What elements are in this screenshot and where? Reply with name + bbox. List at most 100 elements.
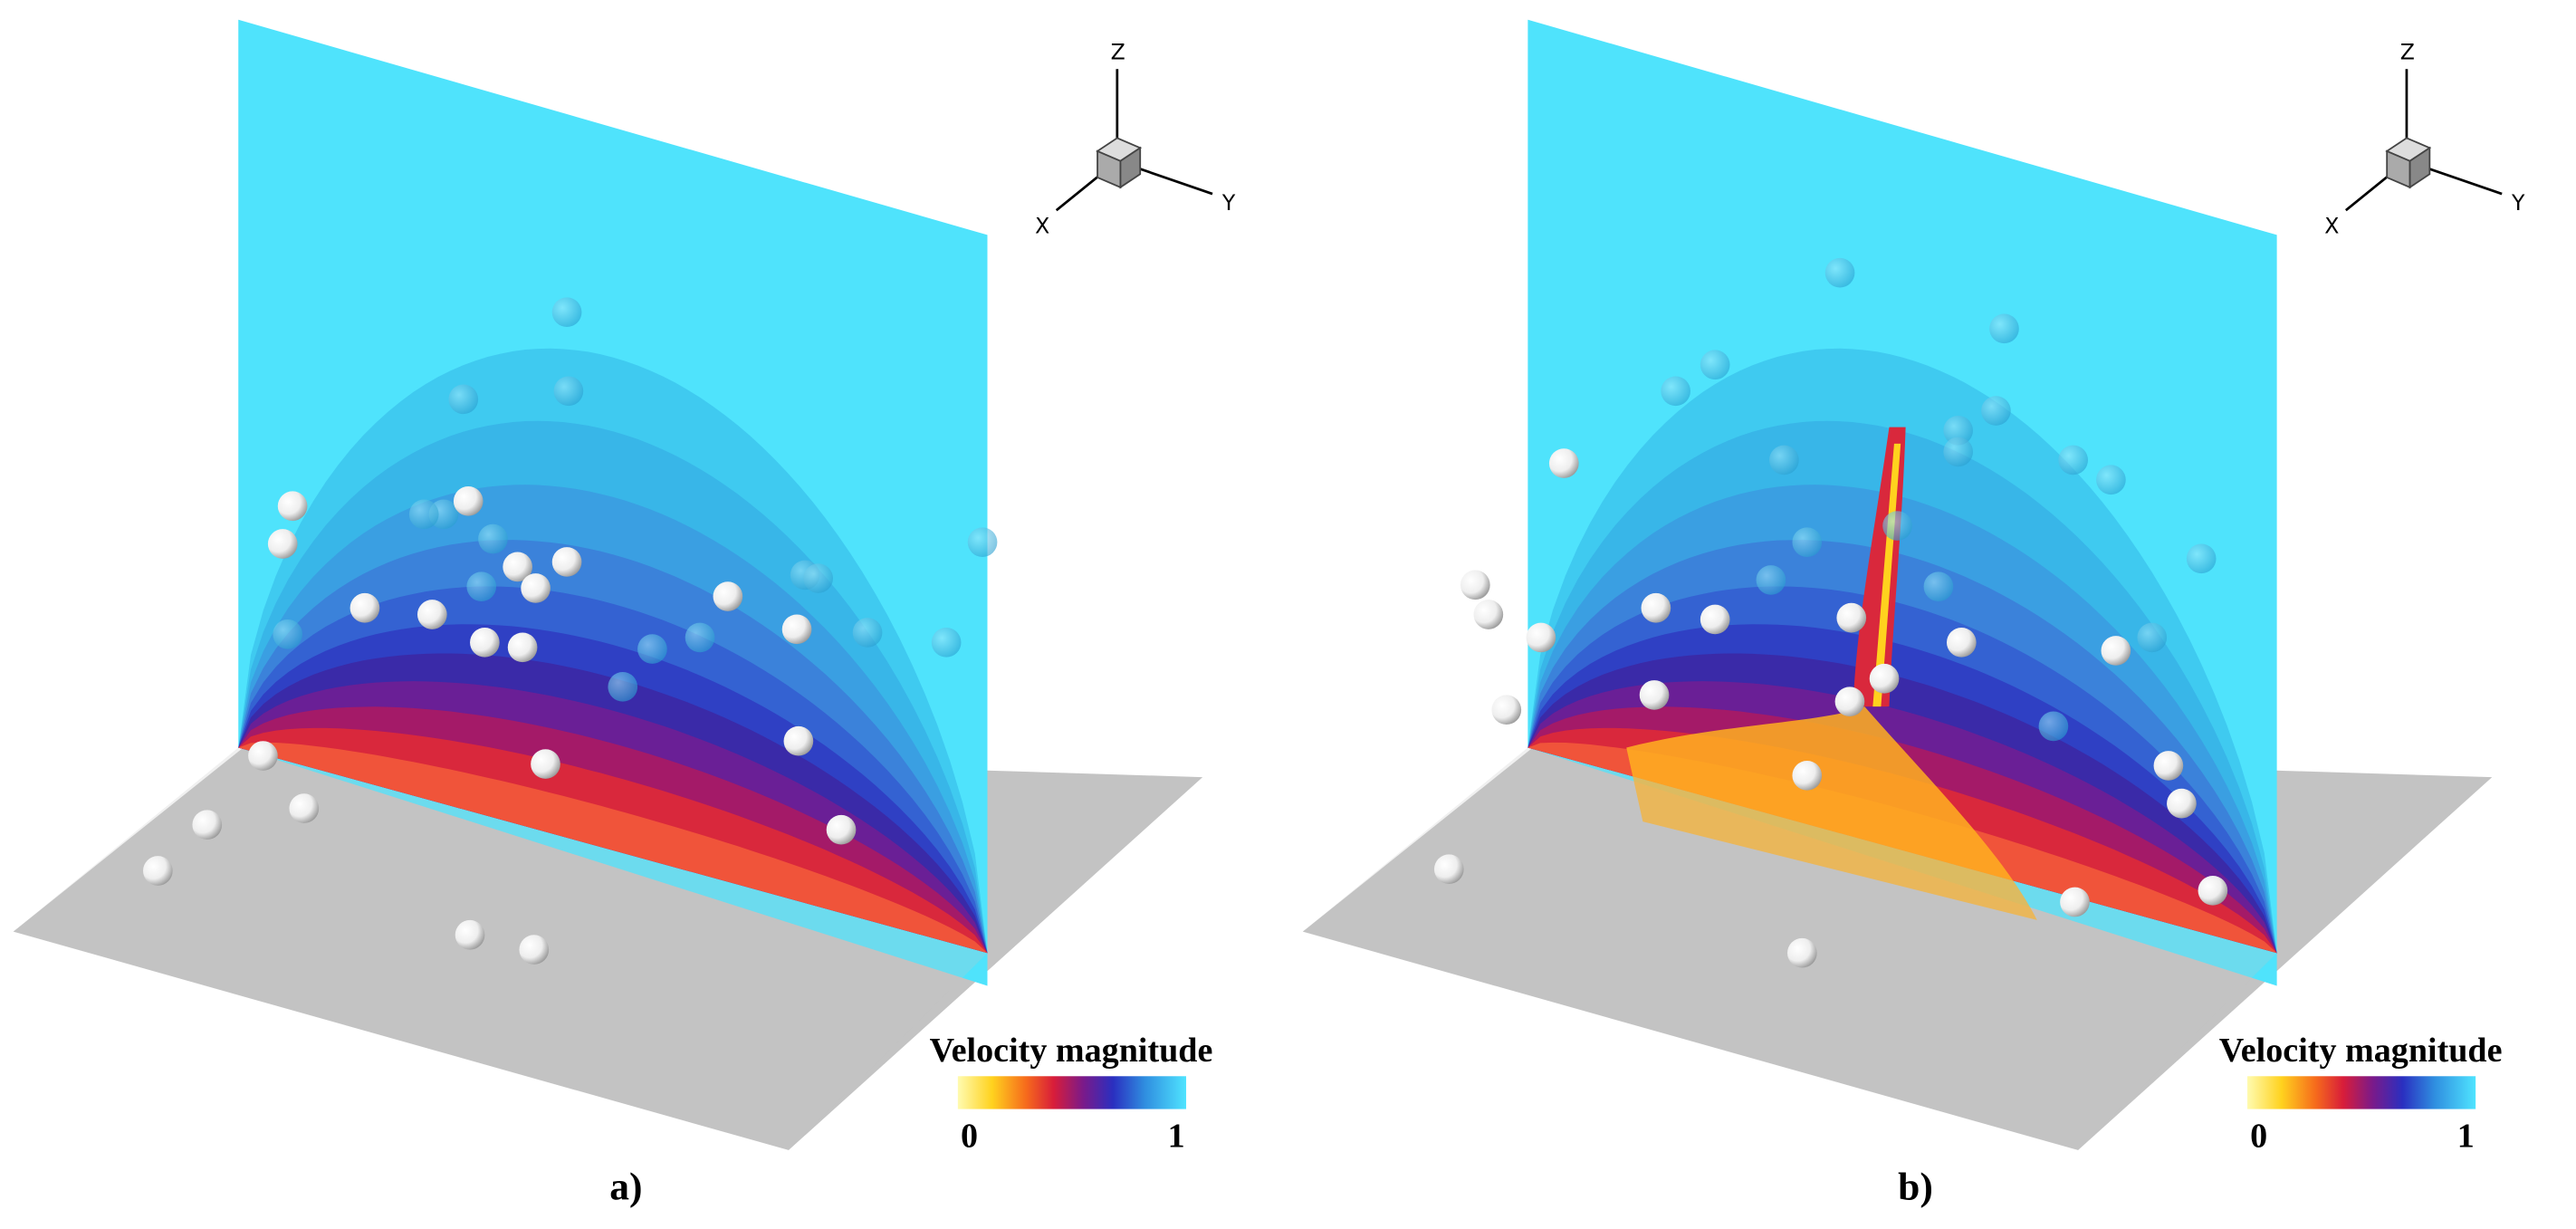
particle [2167, 788, 2197, 819]
particle-behind [1700, 350, 1730, 380]
particle [1460, 570, 1490, 600]
particle-behind [1923, 571, 1954, 601]
cube-right [2408, 146, 2431, 189]
particle-behind [967, 527, 998, 558]
particle [551, 547, 582, 577]
particle-behind [803, 563, 833, 593]
particle-behind [466, 571, 497, 601]
panels: Z Y X Velocity magnitude 0 1 a) Z Y X Velocity mag… [13, 19, 2525, 1208]
particle-behind [2186, 543, 2217, 574]
particle [267, 529, 298, 559]
colorbar-title: Velocity magnitude [2219, 1032, 2503, 1070]
colorbar-max: 1 [1168, 1117, 1185, 1155]
particle-behind [852, 618, 883, 648]
particle [1792, 760, 1823, 791]
particle-behind [1756, 565, 1786, 595]
axis-label-y: Y [2511, 190, 2525, 216]
particle-behind [2058, 445, 2089, 475]
particle [1700, 604, 1730, 635]
particle [503, 552, 532, 582]
particle-behind [448, 384, 479, 415]
particle-behind [931, 628, 962, 658]
particle [1834, 687, 1865, 716]
particle-behind [408, 499, 439, 530]
particle [783, 725, 814, 756]
particle [1787, 937, 1817, 968]
panel: Z Y X Velocity magnitude 0 1 a) [13, 19, 1236, 1208]
colorbar-max: 1 [2457, 1117, 2475, 1155]
panel-label: b) [1898, 1165, 1933, 1208]
axis-triad: Z Y X [2324, 39, 2525, 238]
particle-behind [1661, 376, 1690, 407]
axis-label-x: X [2324, 214, 2339, 239]
particle-behind [2137, 622, 2168, 653]
particle [826, 814, 857, 845]
particle [2198, 875, 2228, 906]
particle [519, 935, 550, 965]
panel: Z Y X Velocity magnitude 0 1 b) [1302, 19, 2525, 1208]
particle [781, 614, 812, 645]
particle [521, 573, 551, 603]
particle [1473, 600, 1504, 629]
colorbar-title: Velocity magnitude [930, 1032, 1213, 1070]
particle [277, 491, 308, 522]
axis-label-x: X [1035, 214, 1049, 239]
particle [1491, 695, 1522, 725]
particle [248, 741, 278, 771]
particle [289, 793, 320, 823]
particle [470, 628, 500, 658]
particle-behind [1943, 437, 1974, 467]
particle [1869, 663, 1900, 694]
particle [192, 810, 223, 840]
particle-behind [685, 622, 715, 653]
particle-behind [1989, 313, 2019, 344]
particle [417, 600, 447, 629]
particle-behind [1792, 527, 1823, 558]
colorbar [957, 1076, 1187, 1109]
particle [453, 485, 484, 516]
colorbar-min: 0 [961, 1117, 978, 1155]
particle-behind [1769, 445, 1799, 475]
particle-behind [1824, 257, 1855, 288]
colorbar [2246, 1076, 2476, 1109]
particle-behind [478, 523, 508, 554]
particle-behind [2038, 711, 2069, 742]
axis-label-z: Z [1111, 39, 1125, 64]
particle [507, 632, 538, 663]
particle [1433, 854, 1464, 885]
particle-behind [608, 671, 638, 702]
particle [531, 749, 560, 779]
particle [1639, 680, 1670, 710]
wake [1626, 706, 2037, 920]
particle-behind [1943, 415, 1974, 446]
particle [2060, 887, 2090, 917]
particle [1641, 592, 1671, 623]
particle [2101, 636, 2131, 666]
jet-core [1872, 443, 1901, 707]
cube-right [1119, 146, 1142, 189]
particle-behind [551, 297, 582, 328]
particle-behind [1882, 511, 1912, 541]
particle [1526, 622, 1556, 653]
particle [455, 919, 485, 950]
axis-label-y: Y [1221, 190, 1236, 216]
particle [713, 581, 743, 611]
particle-behind [637, 634, 667, 664]
floor-front [13, 747, 988, 1150]
axis-label-z: Z [2400, 39, 2415, 64]
axis-triad: Z Y X [1035, 39, 1236, 238]
particle-behind [2096, 465, 2126, 495]
particle [1946, 628, 1977, 658]
particle-behind [1981, 396, 2011, 426]
contour-band [238, 742, 988, 954]
colorbar-min: 0 [2250, 1117, 2267, 1155]
particle [2153, 751, 2184, 781]
panel-label: a) [609, 1165, 642, 1208]
particle [143, 856, 173, 886]
particle-behind [553, 376, 584, 407]
particle-behind [273, 619, 302, 649]
particle [1548, 448, 1579, 478]
particle [350, 592, 380, 623]
